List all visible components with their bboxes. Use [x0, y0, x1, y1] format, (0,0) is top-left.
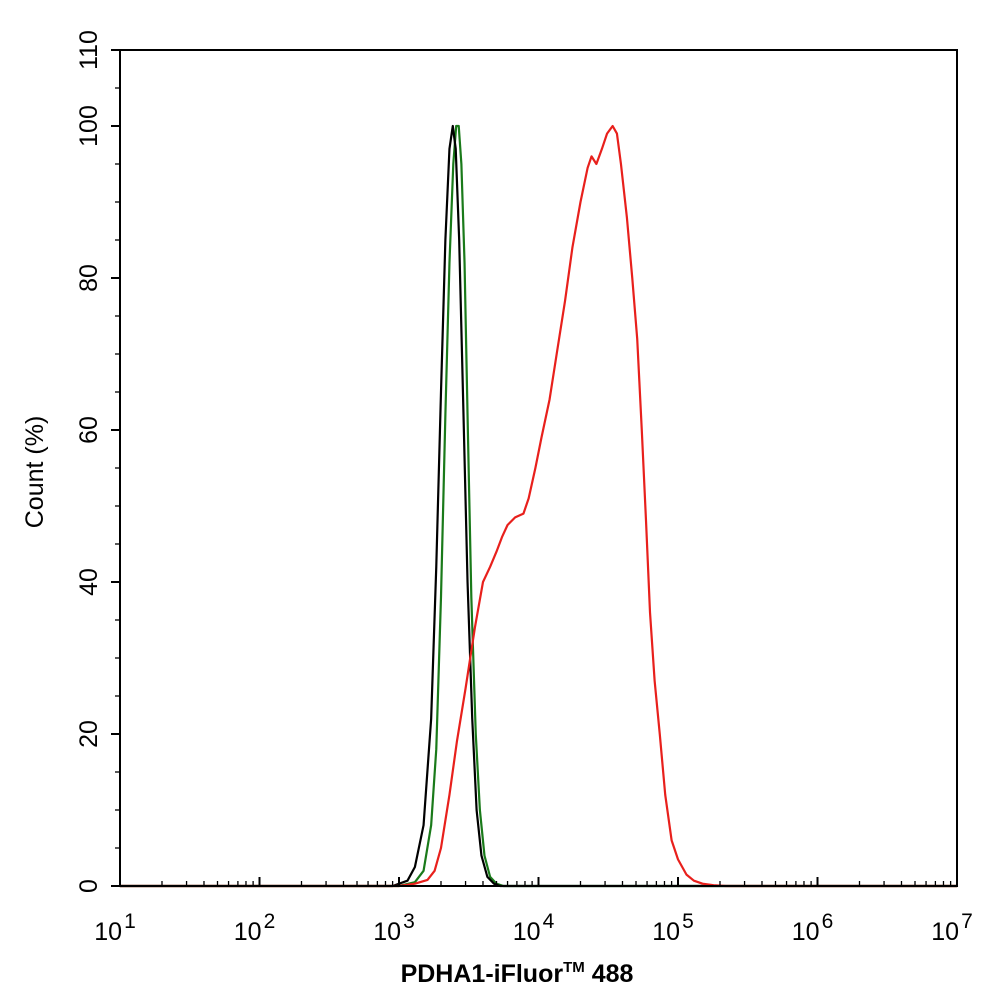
x-tick-base: 10: [792, 918, 820, 946]
x-tick-exponent: 7: [961, 910, 973, 933]
x-axis-title-main: PDHA1-iFluor: [401, 960, 564, 988]
x-tick-labels: 101 102 103 104 105 106 107: [94, 910, 973, 946]
x-axis-title: PDHA1-iFluorTM 488: [401, 959, 634, 988]
x-tick-exponent: 3: [403, 910, 415, 933]
y-tick-label: 110: [75, 30, 103, 70]
x-axis-title-suffix: 488: [585, 960, 634, 988]
x-tick-label: 103: [373, 910, 415, 946]
y-tick-label: 100: [75, 105, 103, 147]
x-tick-exponent: 5: [682, 910, 694, 933]
x-tick-base: 10: [234, 918, 262, 946]
x-tick-base: 10: [652, 918, 680, 946]
series-layer: [118, 124, 959, 888]
x-tick-base: 10: [94, 918, 122, 946]
series-line-3: [118, 124, 959, 888]
x-tick-exponent: 2: [264, 910, 276, 933]
y-axis-title: Count (%): [21, 416, 49, 529]
y-tick-label: 20: [75, 720, 103, 748]
x-tick-base: 10: [931, 918, 959, 946]
y-tick-label: 0: [75, 879, 103, 893]
x-tick-label: 104: [513, 910, 555, 946]
x-tick-label: 107: [931, 910, 973, 946]
plot-area-frame: [119, 49, 958, 887]
x-tick-label: 106: [792, 910, 834, 946]
x-tick-exponent: 4: [543, 910, 555, 933]
x-tick-base: 10: [513, 918, 541, 946]
x-tick-exponent: 6: [822, 910, 834, 933]
series-line-1: [118, 124, 959, 888]
x-axis-title-superscript: TM: [563, 959, 585, 976]
x-tick-label: 105: [652, 910, 694, 946]
ticks-layer: [111, 49, 958, 887]
y-tick-labels: 0 20 40 60 80 100 110: [75, 30, 103, 893]
series-line-2: [118, 124, 959, 888]
y-tick-label: 60: [75, 416, 103, 444]
y-tick-label: 80: [75, 264, 103, 292]
x-tick-label: 102: [234, 910, 276, 946]
x-tick-label: 101: [94, 910, 136, 946]
x-tick-base: 10: [373, 918, 401, 946]
y-tick-label: 40: [75, 568, 103, 596]
x-tick-exponent: 1: [124, 910, 136, 933]
